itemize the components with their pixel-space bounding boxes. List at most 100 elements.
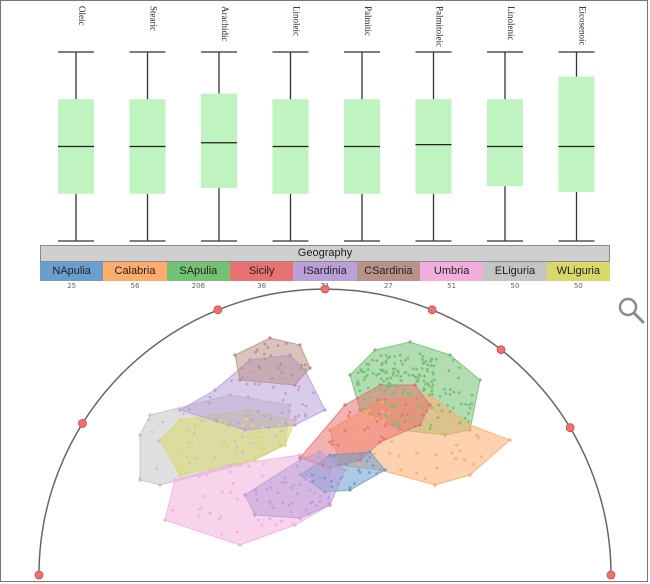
data-point: [452, 390, 456, 394]
legend-csardinia[interactable]: CSardinia: [356, 262, 420, 281]
anchor-point-2[interactable]: [213, 305, 223, 315]
magnifier-icon[interactable]: [617, 296, 645, 324]
data-point: [415, 471, 418, 475]
data-point: [241, 435, 245, 439]
dimension-label: Palmitoleic: [435, 6, 445, 47]
data-point: [375, 373, 378, 377]
data-point: [430, 357, 434, 361]
legend-calabria[interactable]: Calabria: [103, 262, 167, 281]
data-point: [399, 375, 403, 378]
data-point: [447, 369, 451, 372]
data-point: [438, 395, 442, 398]
data-point: [182, 412, 185, 416]
data-point: [420, 367, 424, 370]
data-point: [280, 481, 284, 484]
data-point: [262, 462, 265, 466]
data-point: [243, 398, 247, 402]
data-point: [277, 434, 281, 438]
data-point: [381, 369, 384, 373]
anchor-point-0[interactable]: [34, 570, 44, 580]
data-point: [272, 506, 275, 510]
data-point: [307, 478, 311, 481]
legend-isardinia[interactable]: ISardinia: [293, 262, 357, 281]
data-point: [428, 393, 431, 397]
anchor-point-7[interactable]: [606, 570, 616, 580]
data-point: [230, 414, 234, 418]
data-point: [188, 408, 191, 411]
data-point: [281, 398, 285, 402]
data-point: [193, 431, 197, 435]
data-point: [403, 371, 407, 374]
anchor-point-4[interactable]: [427, 305, 437, 315]
data-point: [390, 440, 394, 443]
data-point: [276, 366, 280, 370]
data-point: [383, 401, 387, 404]
anchor-point-1[interactable]: [78, 419, 87, 428]
legend-wliguria[interactable]: WLiguria: [546, 262, 610, 281]
data-point: [277, 423, 281, 427]
data-point: [384, 424, 387, 427]
data-point: [367, 471, 371, 474]
data-point: [413, 383, 417, 387]
data-point: [357, 382, 361, 386]
data-point: [330, 485, 334, 489]
data-point: [220, 533, 224, 536]
data-point: [366, 368, 370, 372]
data-point: [297, 475, 301, 478]
data-point: [428, 427, 432, 431]
data-point: [421, 413, 424, 417]
data-point: [295, 366, 298, 370]
legend-sicily[interactable]: Sicily: [229, 262, 294, 281]
data-point: [287, 503, 291, 507]
data-point: [236, 421, 240, 425]
data-point: [353, 416, 357, 420]
data-point: [325, 467, 329, 470]
data-point: [457, 391, 461, 394]
data-point: [435, 357, 438, 361]
legend-sapulia[interactable]: SApulia: [166, 262, 230, 281]
data-point: [392, 423, 396, 427]
data-point: [207, 401, 211, 405]
anchor-point-3[interactable]: [320, 284, 330, 294]
data-point: [347, 414, 350, 418]
data-point: [425, 410, 428, 413]
data-point: [251, 372, 254, 375]
data-point: [422, 405, 425, 409]
data-point: [279, 429, 283, 433]
data-point: [304, 477, 308, 481]
data-point: [323, 408, 327, 412]
data-point: [414, 376, 418, 379]
data-point: [273, 510, 277, 514]
data-point: [203, 494, 207, 498]
data-point: [292, 483, 296, 487]
data-point: [415, 397, 419, 401]
data-point: [367, 363, 371, 366]
data-point: [176, 453, 180, 457]
data-point: [271, 385, 275, 389]
data-point: [418, 374, 422, 377]
anchor-point-6[interactable]: [565, 423, 575, 433]
data-point: [298, 483, 301, 487]
data-point: [430, 389, 434, 393]
count-sicily: 36: [257, 282, 267, 290]
data-point: [198, 507, 202, 511]
data-point: [361, 414, 365, 418]
data-point: [328, 440, 332, 444]
data-point: [382, 379, 386, 383]
legend-napulia[interactable]: NApulia: [40, 262, 104, 281]
data-point: [430, 380, 434, 383]
data-point: [313, 491, 317, 495]
data-point: [311, 500, 315, 504]
data-point: [261, 435, 265, 439]
data-point: [241, 423, 245, 427]
legend-umbria[interactable]: Umbria: [419, 262, 484, 281]
legend-eliguria[interactable]: ELiguria: [483, 262, 547, 281]
data-point: [365, 374, 369, 377]
anchor-point-5[interactable]: [496, 345, 506, 355]
data-point: [468, 423, 472, 427]
data-point: [228, 463, 232, 467]
dimension-label: Linoleic: [292, 6, 302, 36]
data-point: [418, 352, 422, 356]
data-point: [215, 419, 219, 423]
data-point: [220, 447, 224, 450]
